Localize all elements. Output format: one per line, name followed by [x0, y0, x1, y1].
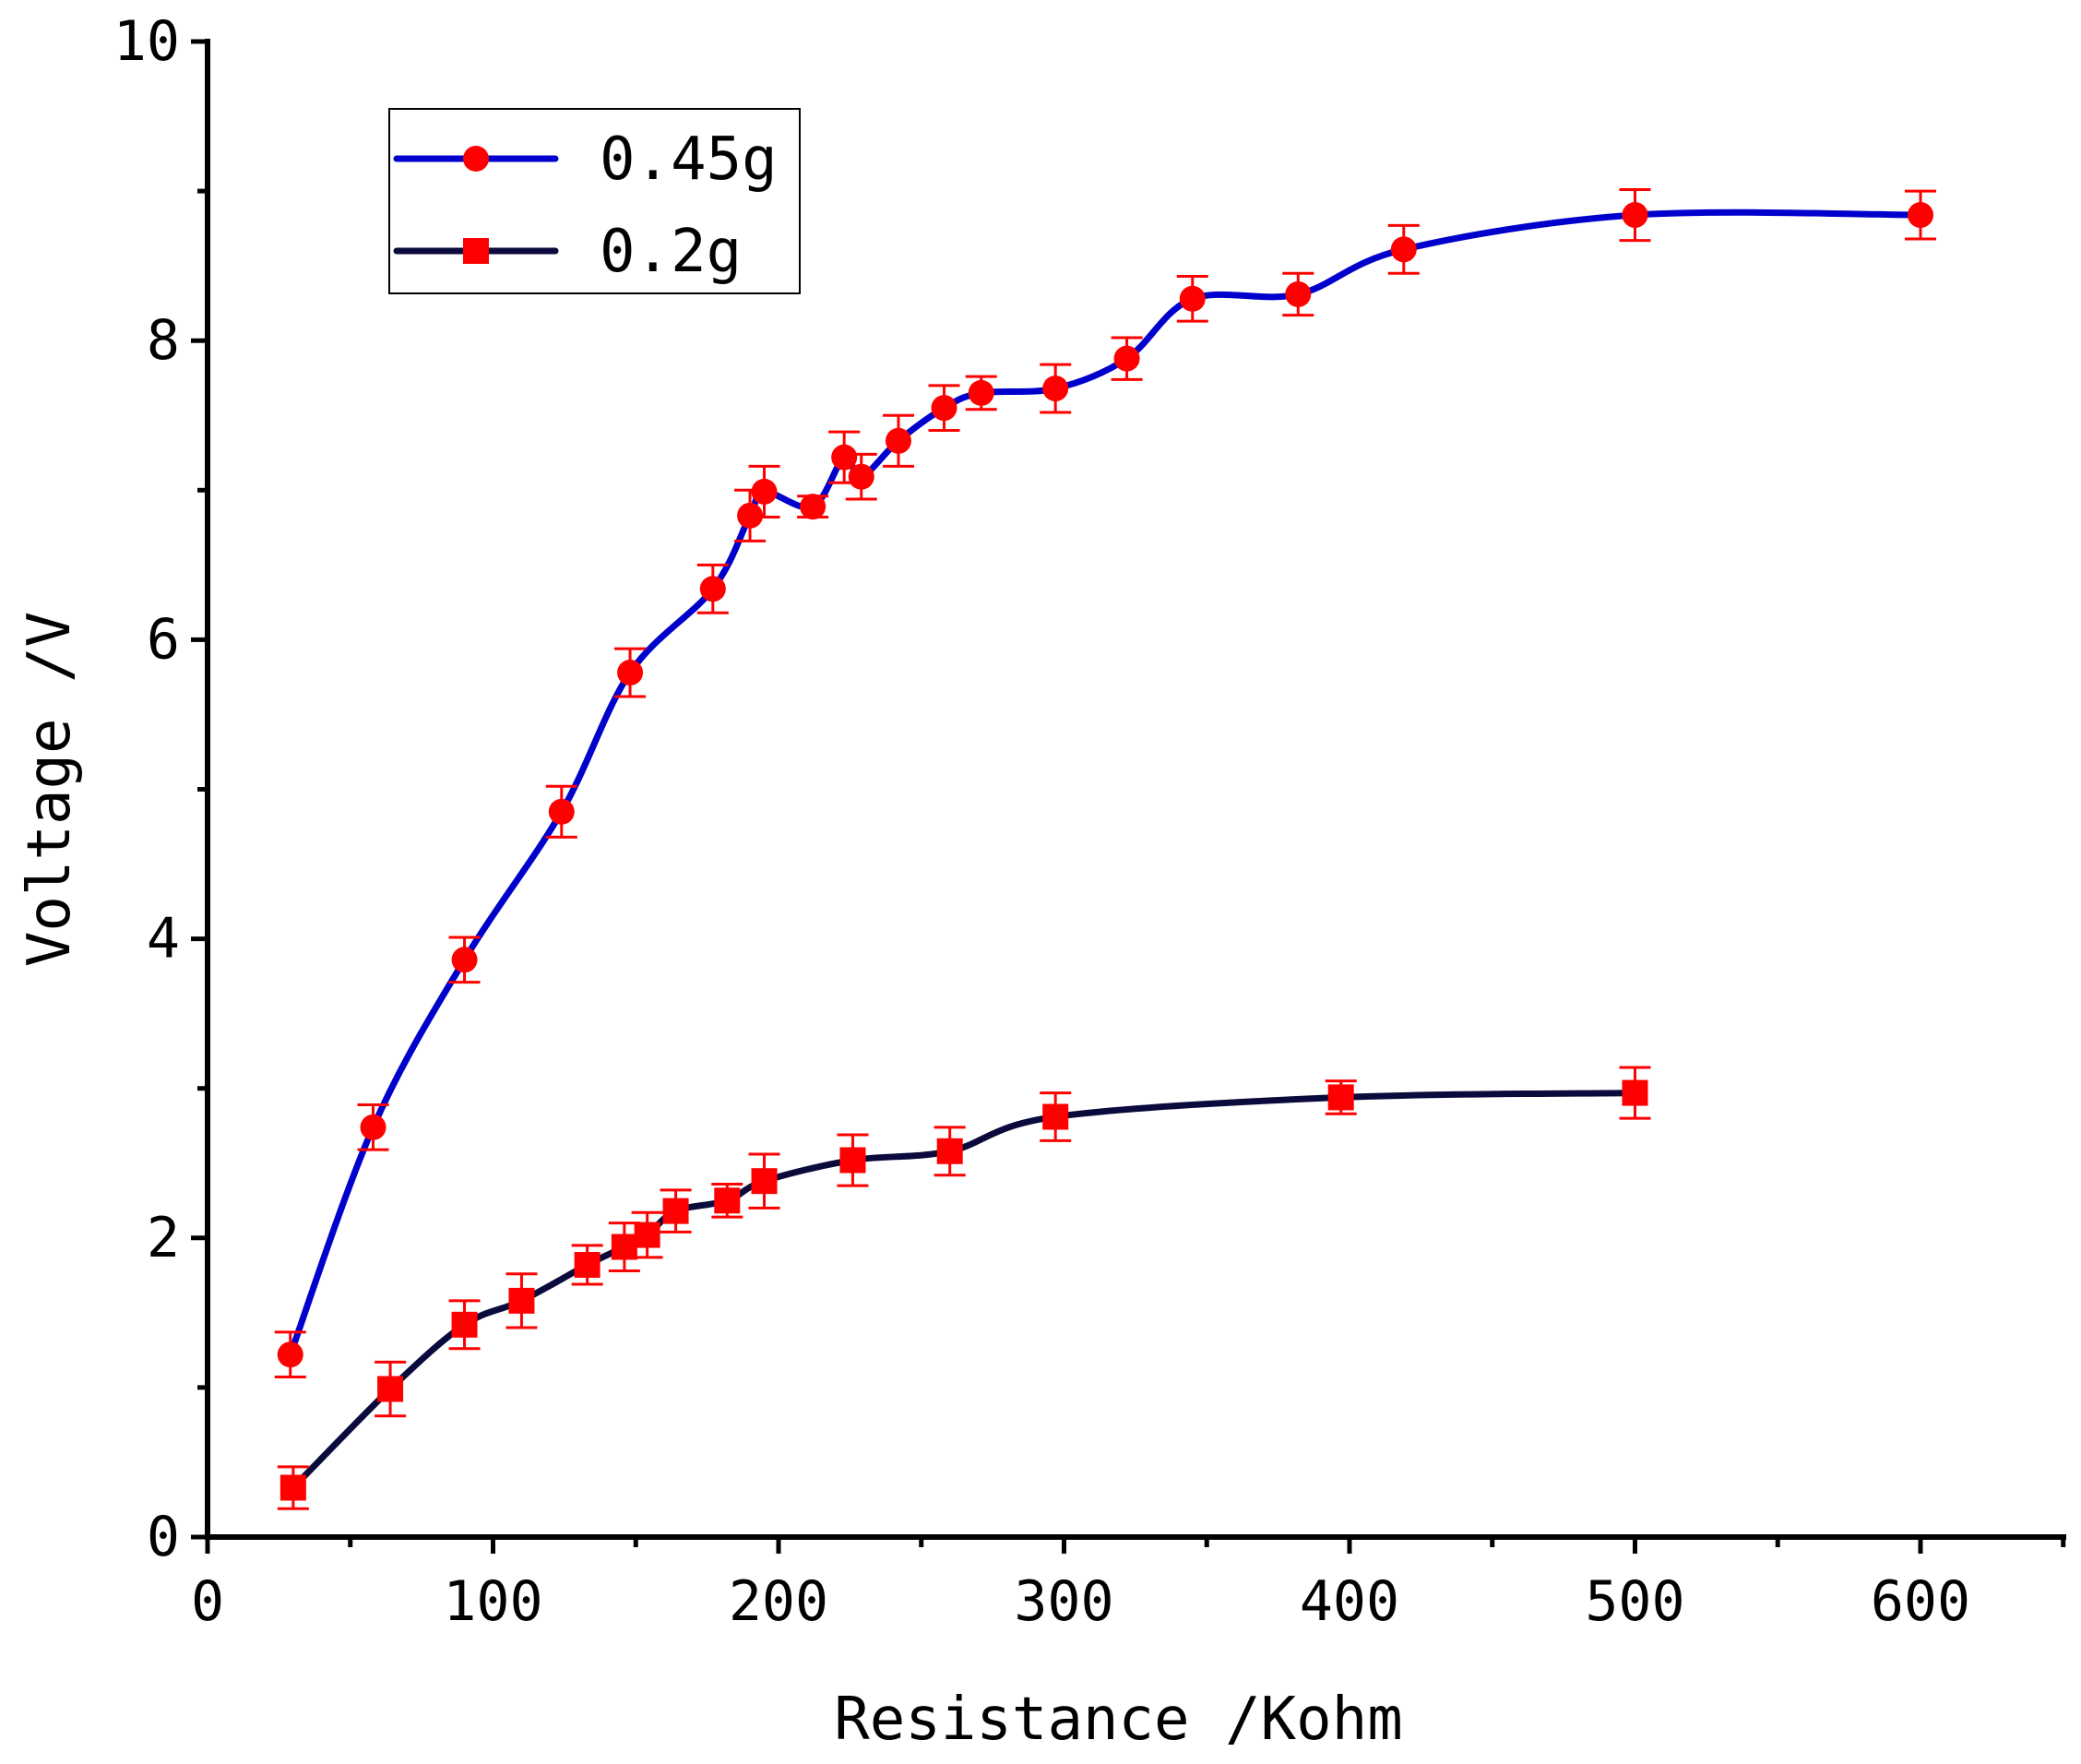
data-point-0.2g	[448, 1299, 481, 1351]
data-point-0.45g	[448, 936, 481, 984]
data-point-0.45g	[1111, 336, 1143, 381]
y-tick-label: 6	[147, 607, 180, 672]
circle-marker	[831, 444, 858, 471]
data-point-0.45g	[748, 464, 780, 518]
y-axis-title: Voltage /V	[16, 612, 84, 967]
x-tick-label: 200	[729, 1569, 828, 1634]
square-marker	[279, 1474, 306, 1501]
x-tick-label: 300	[1014, 1569, 1113, 1634]
y-tick-label: 4	[147, 907, 180, 971]
data-point-0.45g	[828, 430, 861, 484]
circle-marker	[737, 502, 764, 529]
circle-marker	[848, 463, 874, 490]
data-point-0.45g	[1176, 274, 1208, 323]
x-tick-label: 400	[1300, 1569, 1399, 1634]
y-tick-label: 10	[113, 9, 180, 74]
circle-marker	[451, 947, 478, 973]
square-marker	[1622, 1079, 1648, 1106]
circle-marker	[885, 427, 911, 454]
data-point-0.45g	[797, 494, 829, 520]
data-point-0.2g	[837, 1133, 869, 1187]
data-point-0.2g	[571, 1244, 603, 1286]
data-point-0.45g	[1282, 271, 1314, 317]
y-tick-label: 2	[147, 1206, 180, 1270]
x-tick-label: 500	[1585, 1569, 1684, 1634]
square-marker	[611, 1234, 637, 1260]
circle-marker	[1113, 345, 1140, 372]
square-marker	[574, 1251, 601, 1278]
square-marker	[839, 1147, 866, 1174]
data-point-0.45g	[696, 563, 729, 614]
square-marker	[936, 1138, 963, 1164]
circle-marker	[360, 1114, 386, 1140]
square-marker	[377, 1376, 404, 1402]
y-tick-label: 0	[147, 1505, 180, 1569]
data-point-0.2g	[1325, 1079, 1357, 1115]
square-marker	[451, 1311, 478, 1338]
x-tick-label: 0	[191, 1569, 224, 1634]
data-point-0.45g	[274, 1330, 306, 1379]
circle-marker	[1622, 202, 1648, 229]
circle-marker	[1285, 280, 1312, 307]
data-point-0.2g	[660, 1188, 692, 1234]
square-marker	[1042, 1103, 1069, 1130]
x-tick-label: 100	[443, 1569, 542, 1634]
data-point-0.2g	[711, 1182, 743, 1219]
circle-marker	[699, 576, 726, 602]
circle-marker	[617, 660, 644, 686]
data-point-0.2g	[631, 1210, 663, 1259]
y-tick-label: 8	[147, 308, 180, 373]
data-point-0.45g	[965, 375, 997, 411]
legend: 0.45g 0.2g	[388, 108, 801, 294]
circle-marker	[1042, 375, 1069, 402]
legend-label-0.45g: 0.45g	[600, 125, 778, 194]
circle-marker	[800, 494, 826, 520]
axis-ticks: 0 100 200 300 400 500 600 0 2 4 6 8 10	[113, 9, 2066, 1634]
legend-box	[388, 108, 801, 294]
data-point-0.45g	[928, 384, 960, 432]
data-point-0.45g	[1040, 363, 1072, 414]
data-point-0.45g	[882, 413, 914, 468]
circle-marker	[1390, 236, 1417, 263]
series-curves	[287, 209, 1924, 1492]
data-point-0.45g	[845, 452, 877, 501]
square-marker	[1327, 1084, 1354, 1111]
series-line-0.45g	[287, 209, 1924, 1358]
data-point-0.2g	[1040, 1091, 1072, 1142]
data-point-0.2g	[277, 1465, 309, 1510]
series-points	[274, 187, 1936, 1510]
circle-marker	[931, 395, 957, 422]
data-point-0.45g	[1905, 189, 1936, 241]
series-line-0.2g	[290, 1090, 1638, 1492]
square-marker	[714, 1187, 741, 1214]
circle-marker	[277, 1341, 303, 1368]
data-point-0.45g	[1619, 187, 1651, 243]
data-point-0.45g	[357, 1103, 389, 1151]
data-point-0.2g	[748, 1152, 780, 1210]
legend-marker-0.45g	[463, 146, 489, 172]
circle-marker	[751, 478, 778, 505]
legend-label-0.2g: 0.2g	[600, 218, 742, 286]
x-axis-title: Resistance /Kohm	[834, 1686, 1403, 1754]
x-tick-label: 600	[1871, 1569, 1970, 1634]
data-point-0.2g	[505, 1272, 538, 1329]
square-marker	[508, 1287, 535, 1314]
circle-marker	[1179, 285, 1206, 312]
data-point-0.45g	[614, 647, 647, 698]
circle-marker	[968, 379, 994, 406]
data-point-0.45g	[1387, 223, 1420, 275]
square-marker	[751, 1168, 778, 1195]
data-point-0.2g	[375, 1360, 407, 1418]
data-point-0.2g	[1619, 1066, 1651, 1120]
legend-marker-0.2g	[463, 238, 489, 264]
circle-marker	[1908, 202, 1933, 229]
data-point-0.45g	[545, 784, 577, 839]
data-point-0.2g	[933, 1126, 966, 1177]
square-marker	[634, 1222, 660, 1248]
square-marker	[662, 1198, 689, 1224]
circle-marker	[548, 798, 575, 825]
